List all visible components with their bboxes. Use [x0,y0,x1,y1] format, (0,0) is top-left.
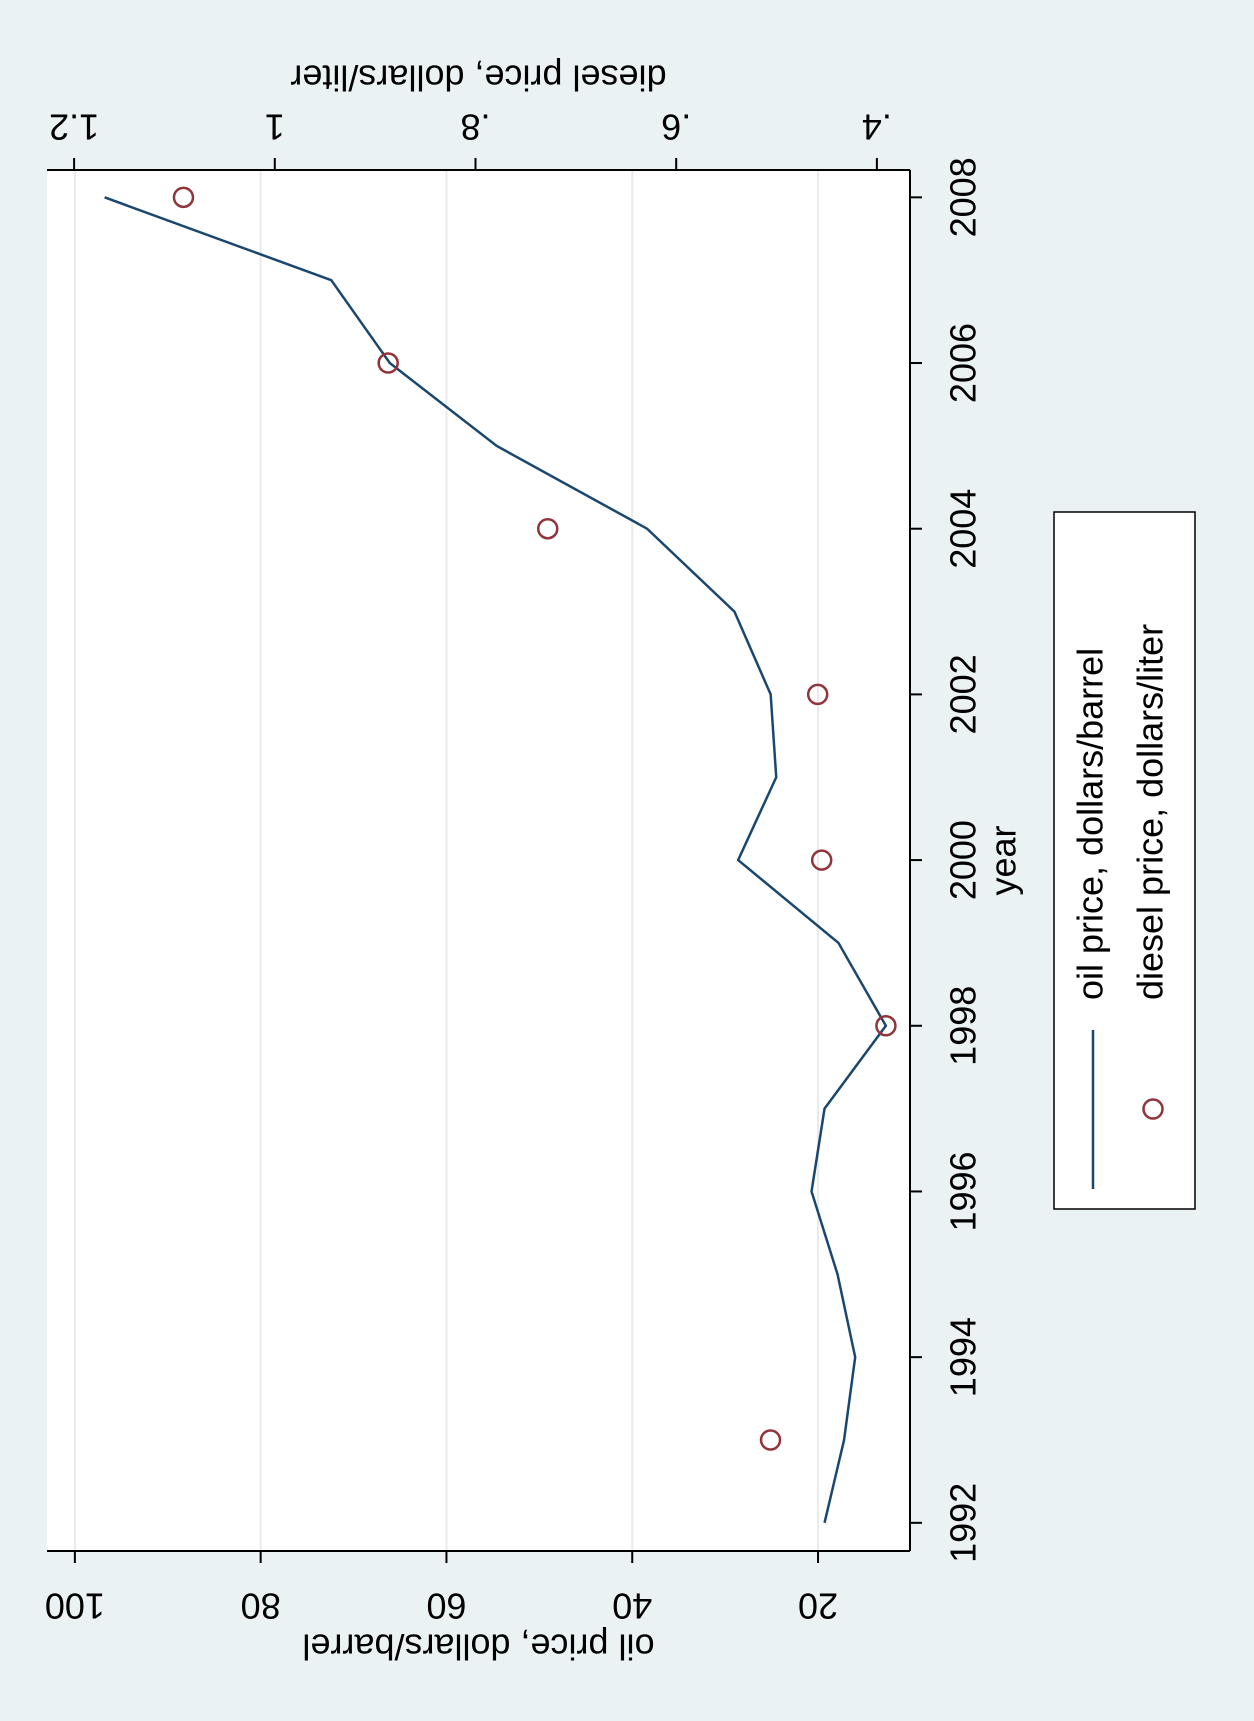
legend-marker [1142,1098,1164,1120]
marker [536,517,559,540]
y-tick-label: 80 [241,1585,281,1626]
y2-axis-title: diesel price, dollars/liter [290,57,666,98]
y2-tick-label: .4 [862,106,892,147]
x-tick-label: 1994 [943,1317,984,1397]
y2-tick-label: .8 [460,106,490,147]
y-axis-title: oil price, dollars/barrel [302,1626,654,1667]
x-tick-label: 2008 [943,157,984,237]
y-tick-label: 100 [45,1585,105,1626]
x-tick-label: 2000 [943,820,984,900]
chart-frame: 20 40 60 80 100 .4 .6 .8 1 1.2 1992 1994 1996 1998 200… [45,57,1196,1667]
x-axis-title: year [983,825,1024,895]
x-tick-label: 1992 [943,1483,984,1563]
y-tick-label: 40 [612,1585,652,1626]
marker [810,849,833,871]
marker [875,1015,897,1037]
y2-tick-label: 1.2 [49,106,99,147]
plot-area [47,170,910,1551]
legend-box [1053,511,1196,1210]
line [104,196,888,1524]
marker [806,683,829,706]
x-tick-label: 2002 [943,654,984,734]
legend-label: diesel price, dollars/liter [1130,624,1171,1000]
x-tick-label: 1996 [943,1151,984,1231]
marker [377,352,399,374]
y-tick-label: 60 [426,1585,466,1626]
y-tick-label: 20 [798,1585,838,1626]
y2-tick-label: .6 [661,106,691,147]
marker [759,1429,782,1451]
y2-tick-label: 1 [265,106,285,147]
marker [172,186,195,209]
legend-label: oil price, dollars/barrel [1070,648,1111,1000]
x-tick-label: 2004 [943,489,984,569]
x-tick-label: 1998 [943,986,984,1066]
x-tick-label: 2006 [943,323,984,403]
